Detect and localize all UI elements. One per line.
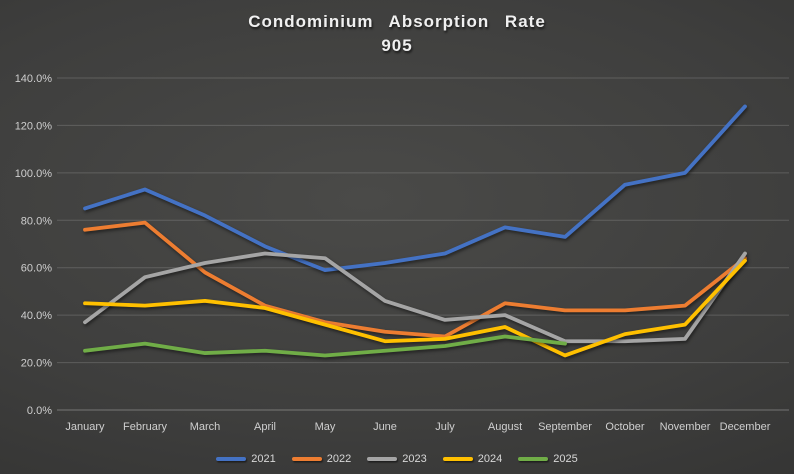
legend-label: 2024 xyxy=(477,453,503,465)
chart-subtitle-text: 905 xyxy=(381,36,413,55)
y-axis-tick-label: 20.0% xyxy=(21,358,52,370)
x-axis-tick-label: October xyxy=(605,421,644,433)
y-axis-tick-label: 120.0% xyxy=(15,120,53,132)
legend-label: 2022 xyxy=(326,453,352,465)
legend-item-2023[interactable]: 2023 xyxy=(367,453,427,465)
legend-line-swatch xyxy=(518,457,549,461)
series-line-2021[interactable] xyxy=(83,104,747,272)
legend-line-swatch xyxy=(291,457,322,461)
legend-item-2022[interactable]: 2022 xyxy=(291,453,352,465)
chart-legend: 2021 2022 2023 2024 2025 xyxy=(0,453,794,465)
x-axis-tick-label: July xyxy=(435,421,455,433)
series-line-2024[interactable] xyxy=(83,258,747,358)
line-chart-plot-area: 0.0% 20.0% 40.0% 60.0% 80.0% 100.0% 120.0% 140.… xyxy=(15,73,789,433)
series-line-2023[interactable] xyxy=(83,251,747,344)
x-axis-tick-label: April xyxy=(254,421,276,433)
x-axis-tick-label: January xyxy=(65,421,105,433)
y-axis-tick-label: 60.0% xyxy=(21,263,52,275)
legend-line-swatch xyxy=(367,457,398,461)
x-axis-tick-label: September xyxy=(538,421,592,433)
x-axis-tick-label: May xyxy=(315,421,336,433)
y-axis-tick-label: 80.0% xyxy=(21,215,52,227)
legend-line-swatch xyxy=(216,457,247,461)
y-axis-tick-label: 0.0% xyxy=(27,405,52,417)
chart-title: Condominium Absorption Rate 905 xyxy=(0,12,794,56)
legend-item-2024[interactable]: 2024 xyxy=(442,453,503,465)
x-axis-tick-label: December xyxy=(720,421,771,433)
legend-label: 2025 xyxy=(553,453,578,465)
y-axis-tick-label: 100.0% xyxy=(15,168,53,180)
y-axis-tick-label: 140.0% xyxy=(15,73,53,85)
x-axis-tick-label: November xyxy=(660,421,711,433)
chart-title-text: Condominium Absorption Rate xyxy=(248,12,546,31)
series-line-2022[interactable] xyxy=(83,220,747,339)
series-line-2025[interactable] xyxy=(83,334,567,358)
legend-item-2021[interactable]: 2021 xyxy=(216,453,276,465)
legend-label: 2023 xyxy=(402,453,427,465)
legend-item-2025[interactable]: 2025 xyxy=(518,453,578,465)
legend-label: 2021 xyxy=(251,453,276,465)
legend-line-swatch xyxy=(442,457,473,461)
x-axis-tick-label: June xyxy=(373,421,397,433)
y-axis-tick-label: 40.0% xyxy=(21,310,52,322)
x-axis-tick-label: March xyxy=(190,421,221,433)
x-axis-tick-label: August xyxy=(488,421,522,433)
x-axis-tick-label: February xyxy=(123,421,168,433)
